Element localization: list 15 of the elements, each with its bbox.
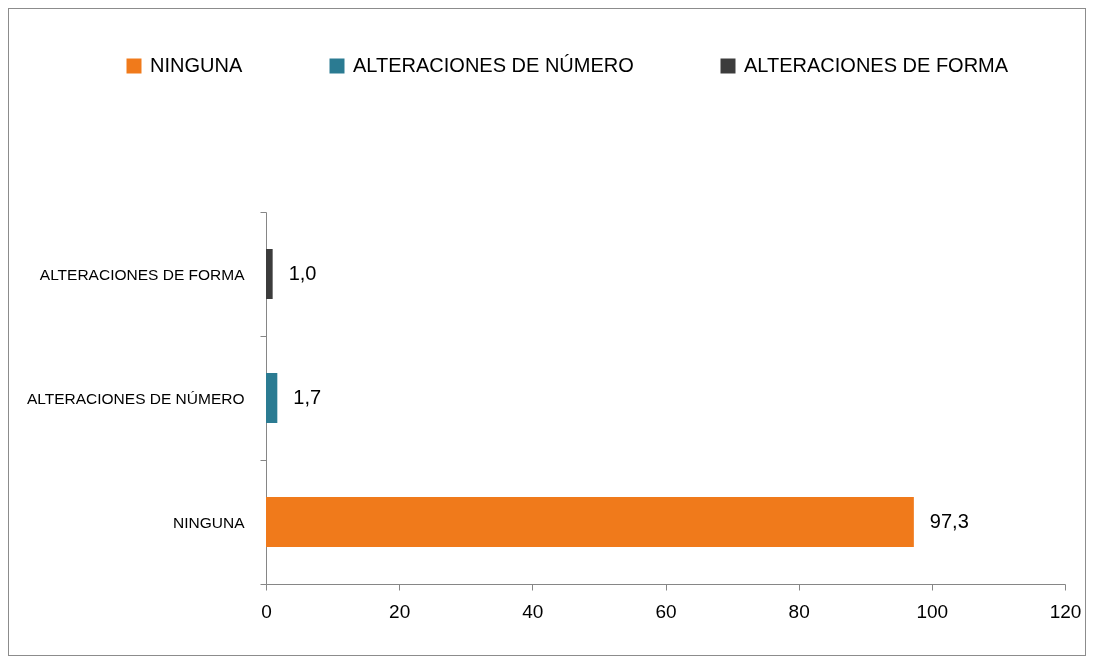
y-tick-label: ALTERACIONES DE FORMA — [39, 265, 246, 283]
y-tick-label: ALTERACIONES DE NÚMERO — [26, 389, 245, 407]
x-tick-label: 100 — [916, 600, 949, 622]
x-tick-label: 20 — [389, 600, 411, 622]
x-tick-label: 60 — [655, 600, 677, 622]
y-tick-label: NINGUNA — [173, 513, 246, 531]
legend-label: ALTERACIONES DE FORMA — [744, 54, 1009, 76]
data-label: 1,7 — [293, 386, 322, 408]
data-label: 1,0 — [288, 262, 317, 284]
x-tick-label: 0 — [261, 600, 272, 622]
x-tick-label: 80 — [788, 600, 810, 622]
data-label: 97,3 — [929, 510, 969, 532]
legend-label: ALTERACIONES DE NÚMERO — [353, 54, 634, 76]
x-tick-label: 40 — [522, 600, 544, 622]
x-tick-label: 120 — [1049, 600, 1082, 622]
